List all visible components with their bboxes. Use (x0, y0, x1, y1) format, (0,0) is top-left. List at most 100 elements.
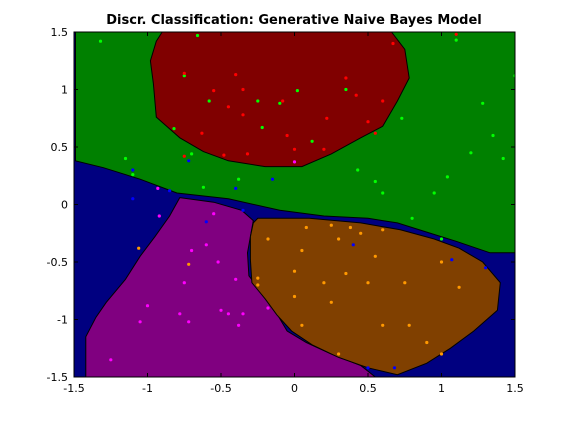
data-point (410, 216, 414, 220)
x-tick-label: 0 (291, 382, 298, 395)
data-point (439, 352, 444, 356)
y-tick-label: 1 (61, 84, 68, 97)
data-point (450, 258, 454, 262)
data-point (337, 352, 341, 356)
data-point (381, 228, 385, 232)
data-point (439, 237, 444, 241)
data-point (172, 127, 176, 131)
data-point (200, 131, 204, 135)
data-point (178, 312, 182, 316)
data-point (348, 225, 352, 230)
x-tick-label: 0.5 (359, 382, 377, 395)
data-point (234, 186, 238, 190)
y-tick-label: 0.5 (51, 141, 69, 154)
data-point (381, 191, 385, 195)
data-point (266, 306, 270, 310)
data-point (454, 38, 458, 42)
data-point (295, 89, 299, 93)
data-point (216, 260, 220, 264)
data-point (237, 323, 241, 327)
data-point (131, 168, 135, 172)
data-point (400, 116, 404, 120)
data-point (292, 147, 297, 151)
data-point (260, 125, 264, 130)
x-tick-label: -1 (142, 382, 153, 395)
x-tick-label: 1.5 (506, 382, 524, 395)
data-point (241, 208, 245, 212)
data-point (373, 254, 377, 258)
data-point (182, 154, 186, 158)
data-point (187, 159, 191, 163)
x-axis: -1.5 -1 -0.5 0 0.5 1 1.5 (63, 32, 524, 395)
data-point (157, 214, 161, 218)
data-point (366, 366, 370, 370)
data-point (256, 99, 260, 103)
data-point (182, 74, 186, 78)
data-point (354, 93, 358, 97)
data-point (454, 32, 458, 36)
data-point (168, 189, 172, 193)
data-point (204, 243, 208, 247)
data-point (344, 271, 348, 276)
data-point (351, 243, 355, 247)
data-point (501, 156, 505, 161)
data-point (182, 71, 186, 75)
x-tick-label: 1 (438, 382, 445, 395)
data-point (137, 246, 141, 250)
data-point (432, 191, 436, 195)
data-point (138, 320, 142, 324)
y-tick-label: 1.5 (51, 26, 69, 39)
data-point (407, 323, 411, 327)
data-point (226, 312, 230, 316)
data-point (329, 300, 333, 304)
data-point (285, 133, 289, 138)
y-tick-label: 0 (61, 199, 68, 212)
data-point (278, 101, 282, 105)
data-point (484, 266, 488, 270)
data-point (256, 276, 260, 280)
data-point (300, 248, 304, 253)
data-point (109, 358, 113, 362)
decision-region-brown (249, 217, 501, 376)
data-point (207, 99, 211, 103)
data-point (381, 99, 385, 103)
data-point (241, 87, 245, 92)
data-point (190, 248, 194, 253)
data-point (187, 262, 191, 266)
y-tick-label: -1 (57, 314, 68, 327)
data-point (310, 139, 314, 143)
data-point (322, 147, 326, 151)
data-point (292, 269, 297, 273)
data-point (226, 105, 230, 109)
data-point (131, 197, 135, 201)
data-point (281, 99, 285, 103)
data-point (234, 73, 238, 77)
data-point (156, 186, 160, 190)
decision-regions (75, 32, 515, 377)
data-point (481, 101, 485, 105)
data-point (270, 177, 275, 181)
data-point (425, 340, 429, 345)
x-tick-label: -0.5 (210, 382, 231, 395)
data-point (219, 308, 223, 312)
data-point (222, 153, 226, 157)
data-point (359, 231, 363, 235)
data-point (201, 185, 205, 189)
data-point (325, 116, 329, 120)
data-point (195, 33, 200, 38)
data-point (403, 281, 407, 285)
data-points (98, 32, 515, 370)
data-point (123, 156, 128, 161)
data-point (344, 87, 348, 92)
data-point (241, 113, 245, 117)
data-point (292, 294, 297, 299)
data-point (337, 237, 341, 241)
data-point (237, 177, 241, 181)
data-point (373, 131, 377, 135)
data-point (329, 223, 333, 227)
data-point (392, 366, 397, 370)
data-point (445, 175, 449, 179)
data-point (304, 225, 308, 230)
data-point (491, 133, 495, 138)
